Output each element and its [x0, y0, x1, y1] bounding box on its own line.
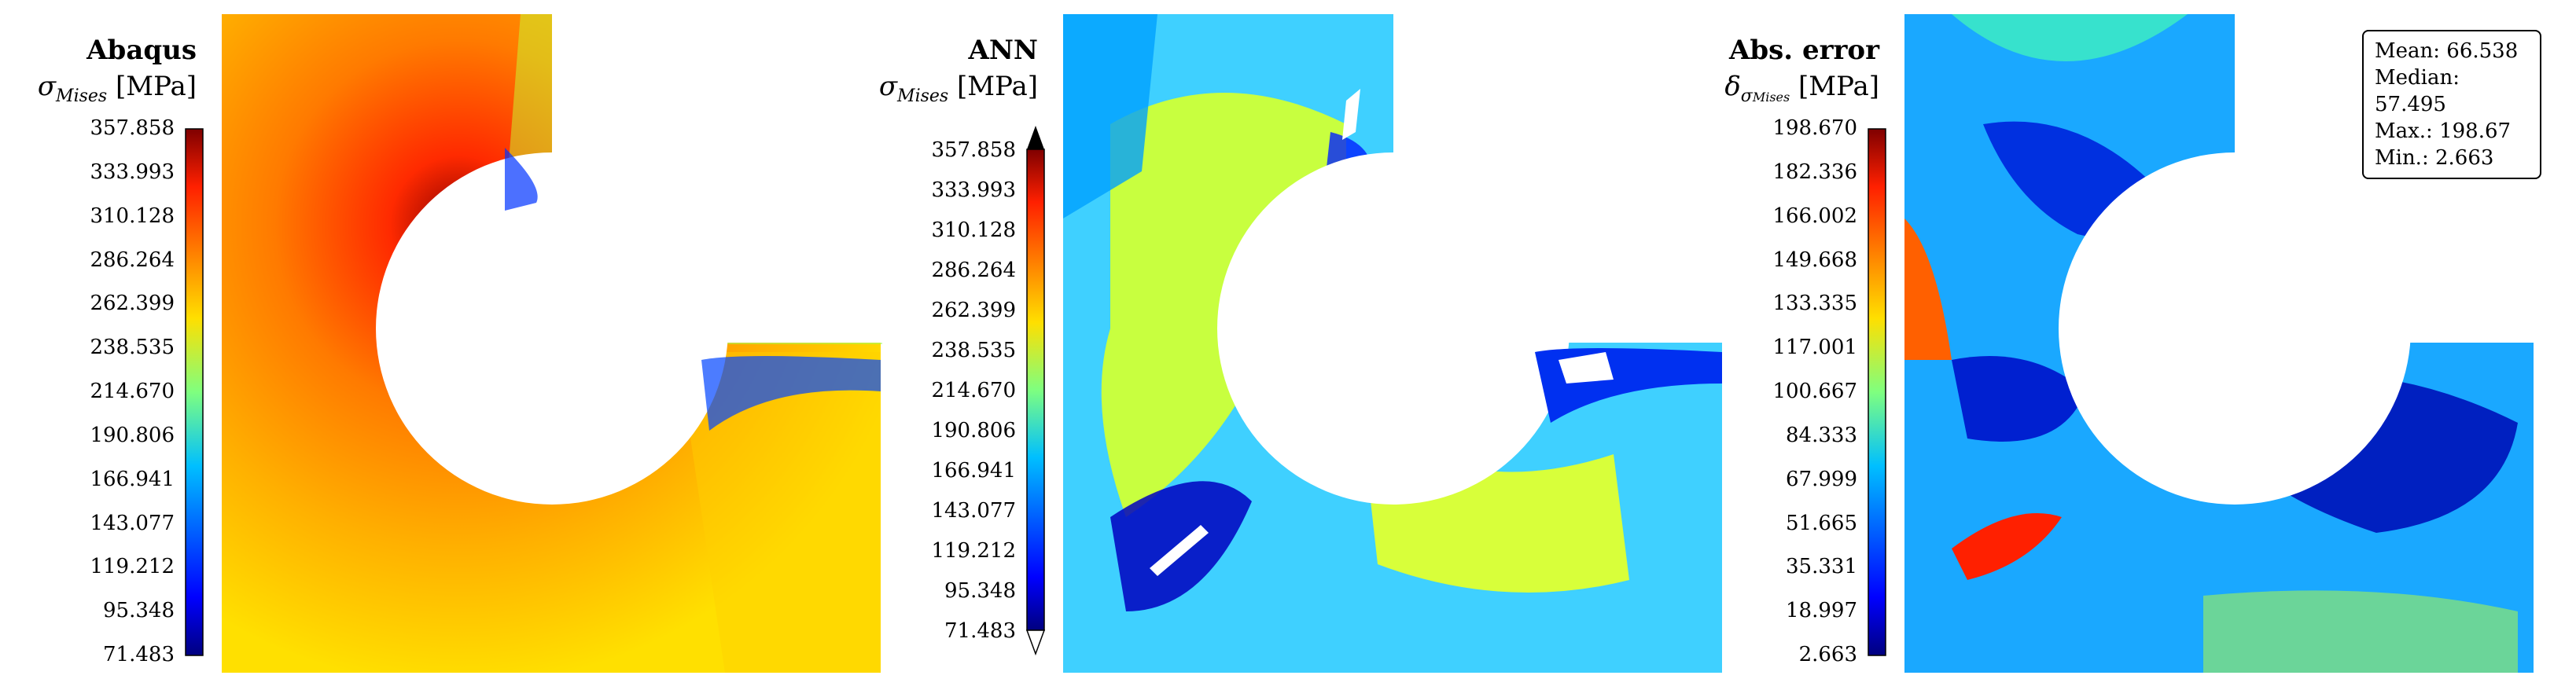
colorbar-tick-label: 143.077	[931, 499, 1016, 523]
colorbar-tick-label: 190.806	[90, 423, 175, 447]
panel-quantity-label: σMises [MPa]	[834, 71, 1038, 106]
colorbar	[1025, 126, 1046, 656]
colorbar	[1868, 128, 1886, 656]
colorbar-tick-label: 357.858	[931, 138, 1016, 162]
colorbar-tick-label: 333.993	[931, 178, 1016, 202]
stat-min: Min.: 2.663	[2375, 146, 2494, 170]
stress-field-plot	[222, 14, 882, 673]
panel-quantity-label: δσMises [MPa]	[1675, 71, 1879, 106]
colorbar-tick-label: 190.806	[931, 419, 1016, 442]
quantity-symbol: δ	[1724, 71, 1741, 102]
quantity-symbol: σ	[37, 71, 57, 102]
colorbar-tick-label: 262.399	[90, 292, 175, 316]
error-stats-box: Mean: 66.538 Median: 57.495 Max.: 198.67…	[2362, 30, 2541, 179]
panel-title: Abaqus	[86, 35, 197, 66]
colorbar-tick-label: 133.335	[1772, 292, 1857, 316]
colorbar-tick-label: 166.941	[931, 459, 1016, 483]
colorbar-tick-label: 67.999	[1786, 467, 1857, 491]
quantity-subscript: Mises	[897, 86, 949, 106]
colorbar-tick-label: 95.348	[103, 599, 175, 623]
colorbar-tick-label: 214.670	[931, 379, 1016, 402]
panel-abaqus: Abaqus σMises [MPa] 357.858 333.993 310.12…	[0, 0, 882, 690]
stat-mean: Mean: 66.538	[2375, 39, 2519, 63]
stress-field-plot	[1063, 14, 1724, 673]
colorbar-tick-label: 238.535	[931, 339, 1016, 362]
colorbar-tick-label: 95.348	[944, 579, 1016, 603]
colorbar-tick-label: 262.399	[931, 299, 1016, 322]
colorbar-tick-label: 182.336	[1772, 160, 1857, 184]
colorbar-tick-label: 310.128	[90, 204, 175, 228]
colorbar-tick-label: 286.264	[90, 248, 175, 272]
colorbar-tick-label: 71.483	[944, 619, 1016, 643]
colorbar-tick-label: 214.670	[90, 380, 175, 403]
colorbar-tick-label: 119.212	[931, 539, 1016, 563]
colorbar-tick-label: 286.264	[931, 259, 1016, 282]
colorbar-tick-label: 143.077	[90, 511, 175, 535]
colorbar-tick-label: 18.997	[1786, 599, 1857, 623]
colorbar-tick-label: 84.333	[1786, 423, 1857, 447]
panel-abs-error: Abs. error δσMises [MPa] 198.670 182.336 1…	[1683, 0, 2541, 690]
colorbar-tick-label: 2.663	[1798, 643, 1857, 666]
colorbar-tick-label: 310.128	[931, 218, 1016, 242]
colorbar-tick-label: 117.001	[1772, 336, 1857, 360]
colorbar-tick-label: 100.667	[1772, 380, 1857, 403]
quantity-subscript: Mises	[1752, 89, 1790, 105]
colorbar-tick-label: 238.535	[90, 336, 175, 360]
panel-title: Abs. error	[1728, 35, 1879, 66]
quantity-subscript: Mises	[56, 86, 108, 106]
colorbar-tick-label: 333.993	[90, 160, 175, 184]
colorbar-tick-label: 166.002	[1772, 204, 1857, 228]
unit-label: [MPa]	[116, 71, 197, 102]
unit-label: [MPa]	[1798, 71, 1879, 102]
quantity-subscript-symbol: σ	[1740, 86, 1753, 106]
panel-quantity-label: σMises [MPa]	[0, 71, 197, 106]
colorbar-tick-label: 71.483	[103, 643, 175, 666]
colorbar	[185, 128, 204, 656]
stat-median: Median: 57.495	[2375, 66, 2460, 116]
panel-title: ANN	[968, 35, 1038, 66]
colorbar-tick-label: 166.941	[90, 467, 175, 491]
colorbar-tick-label: 51.665	[1786, 511, 1857, 535]
colorbar-tick-label: 149.668	[1772, 248, 1857, 272]
colorbar-tick-label: 198.670	[1772, 116, 1857, 140]
unit-label: [MPa]	[957, 71, 1038, 102]
colorbar-tick-label: 35.331	[1786, 555, 1857, 579]
colorbar-tick-label: 357.858	[90, 116, 175, 140]
stat-max: Max.: 198.67	[2375, 119, 2512, 143]
quantity-symbol: σ	[878, 71, 898, 102]
panel-ann: ANN σMises [MPa] 357.858 333.993 310.128 28…	[841, 0, 1724, 690]
colorbar-tick-label: 119.212	[90, 555, 175, 579]
